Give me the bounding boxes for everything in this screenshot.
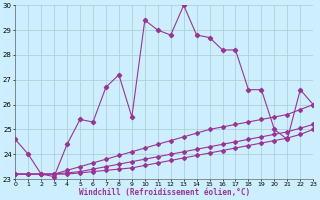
X-axis label: Windchill (Refroidissement éolien,°C): Windchill (Refroidissement éolien,°C) — [79, 188, 250, 197]
